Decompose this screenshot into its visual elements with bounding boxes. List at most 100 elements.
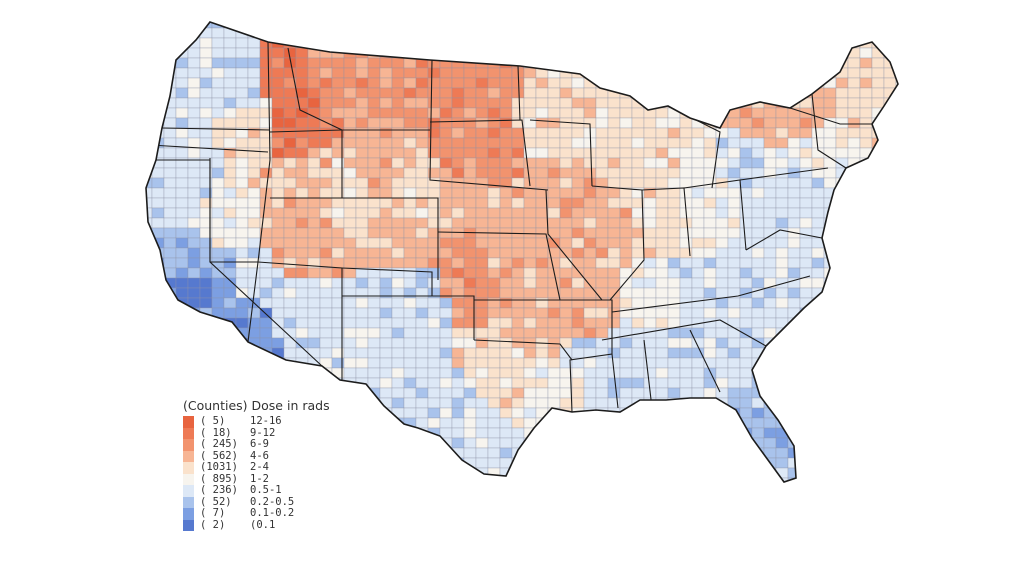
- county-cell: [487, 217, 501, 229]
- county-cell: [319, 97, 333, 109]
- county-cell: [571, 447, 585, 459]
- county-cell: [871, 97, 885, 109]
- county-cell: [211, 167, 225, 179]
- county-cell: [283, 27, 297, 39]
- county-cell: [379, 117, 393, 129]
- county-cell: [403, 217, 417, 229]
- county-cell: [331, 207, 345, 219]
- county-cell: [535, 277, 549, 289]
- county-cell: [259, 197, 273, 209]
- county-cell: [439, 267, 453, 279]
- county-cell: [199, 137, 213, 149]
- county-cell: [235, 367, 249, 379]
- county-cell: [847, 297, 861, 309]
- county-cell: [727, 377, 741, 389]
- county-cell: [187, 247, 201, 259]
- county-cell: [896, 488, 908, 498]
- county-cell: [595, 327, 609, 339]
- county-cell: [895, 237, 898, 249]
- county-cell: [727, 297, 741, 309]
- legend-range: 0.2-0.5: [250, 495, 295, 508]
- county-cell: [643, 287, 657, 299]
- county-cell: [343, 367, 357, 379]
- county-cell: [739, 57, 753, 69]
- county-cell: [355, 307, 369, 319]
- county-cell: [535, 127, 549, 139]
- county-cell: [871, 297, 885, 309]
- county-cell: [379, 27, 393, 39]
- county-cell: [391, 447, 405, 459]
- county-cell: [823, 437, 837, 449]
- county-cell: [199, 317, 213, 329]
- county-cell: [775, 387, 789, 399]
- county-cell: [667, 257, 681, 269]
- county-cell: [319, 117, 333, 129]
- county-cell: [151, 407, 165, 419]
- county-cell: [775, 307, 789, 319]
- county-cell: [775, 237, 789, 249]
- county-cell: [691, 437, 705, 449]
- county-cell: [883, 387, 897, 399]
- county-cell: [583, 267, 597, 279]
- county-cell: [631, 47, 645, 59]
- county-cell: [235, 167, 249, 179]
- county-cell: [547, 147, 561, 159]
- county-cell: [583, 147, 597, 159]
- county-cell: [691, 367, 705, 379]
- county-cell: [511, 87, 525, 99]
- county-cell: [799, 237, 813, 249]
- county-cell: [403, 477, 417, 482]
- county-cell: [463, 447, 477, 459]
- county-cell: [295, 247, 309, 259]
- county-cell: [151, 337, 165, 349]
- county-cell: [871, 327, 885, 339]
- county-cell: [499, 397, 513, 409]
- county-cell: [871, 267, 885, 279]
- county-cell: [211, 287, 225, 299]
- county-cell: [175, 167, 189, 179]
- county-cell: [679, 147, 693, 159]
- county-cell: [391, 167, 405, 179]
- county-cell: [175, 77, 189, 89]
- county-cell: [667, 327, 681, 339]
- county-cell: [715, 307, 729, 319]
- county-cell: [163, 357, 177, 369]
- county-cell: [259, 317, 273, 329]
- county-cell: [703, 137, 717, 149]
- county-cell: [451, 387, 465, 399]
- county-cell: [211, 57, 225, 69]
- county-cell: [607, 317, 621, 329]
- county-cell: [667, 297, 681, 309]
- county-cell: [763, 127, 777, 139]
- county-cell: [439, 327, 453, 339]
- county-cell: [679, 437, 693, 449]
- county-cell: [739, 387, 753, 399]
- county-cell: [175, 317, 189, 329]
- county-cell: [715, 247, 729, 259]
- county-cell: [151, 307, 165, 319]
- county-cell: [547, 177, 561, 189]
- county-cell: [895, 437, 898, 449]
- county-cell: [859, 407, 873, 419]
- county-cell: [487, 337, 501, 349]
- county-cell: [499, 167, 513, 179]
- county-cell: [247, 67, 261, 79]
- county-cell: [403, 297, 417, 309]
- county-cell: [691, 217, 705, 229]
- county-cell: [847, 77, 861, 89]
- county-cell: [691, 287, 705, 299]
- county-cell: [847, 27, 861, 39]
- county-cell: [751, 147, 765, 159]
- county-cell: [607, 247, 621, 259]
- county-cell: [487, 87, 501, 99]
- county-cell: [895, 277, 898, 289]
- county-cell: [146, 67, 153, 79]
- county-cell: [151, 77, 165, 89]
- county-cell: [895, 337, 898, 349]
- county-cell: [859, 127, 873, 139]
- county-cell: [547, 397, 561, 409]
- county-cell: [631, 177, 645, 189]
- county-cell: [235, 247, 249, 259]
- county-cell: [451, 197, 465, 209]
- county-cell: [811, 447, 825, 459]
